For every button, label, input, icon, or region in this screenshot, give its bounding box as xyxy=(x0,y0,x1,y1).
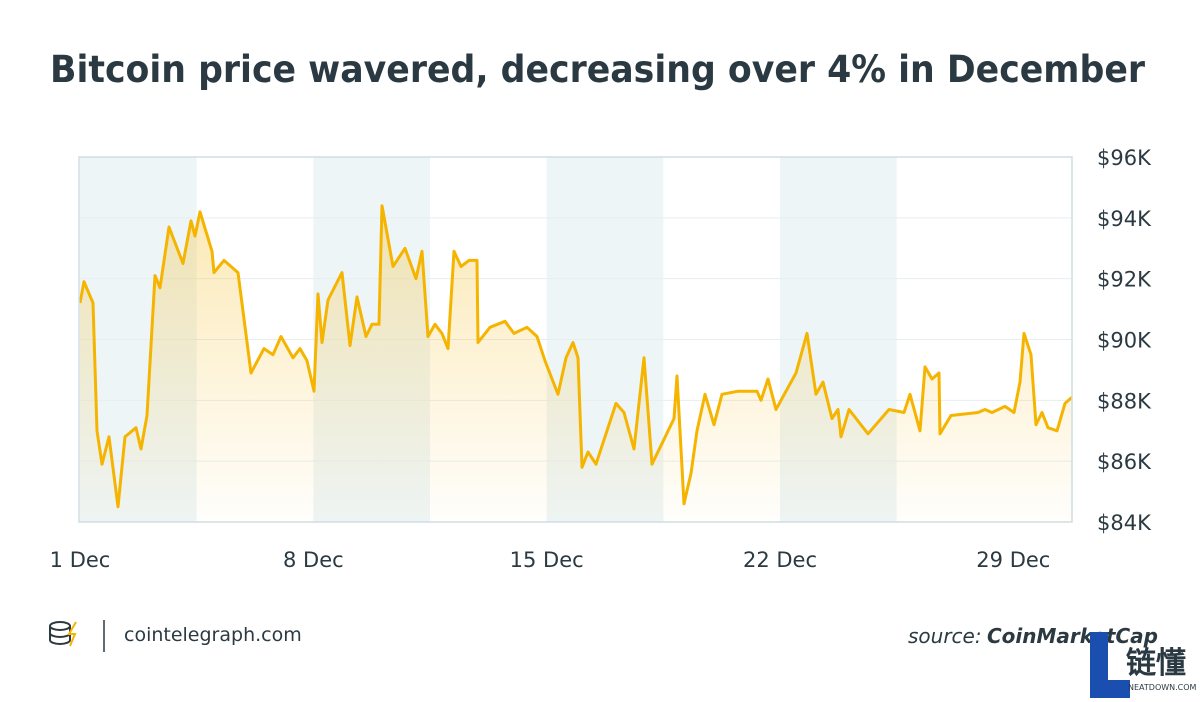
plot-frame xyxy=(78,156,1073,523)
area xyxy=(80,205,1072,522)
y-tick-label: $86K xyxy=(1097,450,1152,474)
y-tick-label: $90K xyxy=(1097,329,1152,353)
y-tick-label: $96K xyxy=(1097,146,1152,170)
x-tick-label: 8 Dec xyxy=(283,548,344,572)
y-tick-label: $94K xyxy=(1097,207,1152,231)
price-line xyxy=(78,204,1073,509)
brand: cointelegraph.com xyxy=(124,624,302,646)
watermark-site: NEATDOWN.COM xyxy=(1128,683,1197,692)
y-tick-label: $84K xyxy=(1097,511,1152,535)
watermark-mark: 链懂 xyxy=(1126,646,1186,681)
x-tick-label: 29 Dec xyxy=(976,548,1050,572)
watermark: 链懂 NEATDOWN.COM xyxy=(1090,632,1197,698)
y-tick-label: $88K xyxy=(1097,389,1152,413)
x-tick-label: 1 Dec xyxy=(50,548,111,572)
source-label: source: xyxy=(908,624,982,648)
source-name: CoinMarketCap xyxy=(987,624,1158,648)
x-tick-label: 22 Dec xyxy=(743,548,817,572)
x-tick-label: 15 Dec xyxy=(510,548,584,572)
y-tick-label: $92K xyxy=(1097,268,1152,292)
chart-title: Bitcoin price wavered, decreasing over 4… xyxy=(50,48,1146,91)
logo xyxy=(49,621,77,647)
